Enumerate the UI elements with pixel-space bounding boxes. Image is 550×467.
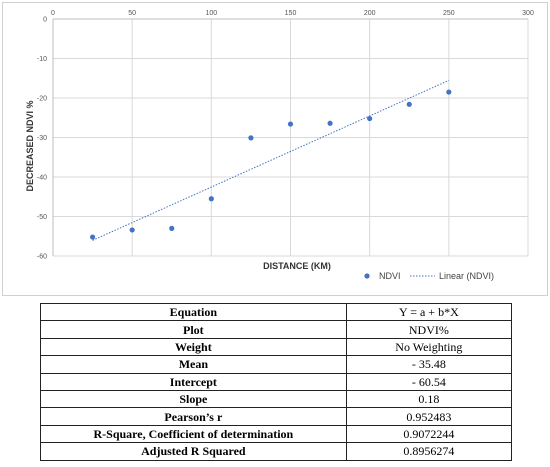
table-row: Pearson’s r 0.952483 <box>40 407 513 426</box>
table-value-cell: 0.9072244 <box>345 424 513 444</box>
y-tick-label: -60 <box>37 254 47 261</box>
legend-marker-ndvi <box>364 273 370 279</box>
table-label-cell: Mean <box>40 355 347 374</box>
table-label-cell: R-Square, Coefficient of determination <box>40 424 347 444</box>
tick-labels: 0 50 100 150 200 250 300 0 -10 -20 -30 -40 -50 -60 <box>37 10 534 261</box>
table-row: Equation Y = a + b*X <box>40 302 513 322</box>
data-point <box>89 234 96 240</box>
grid-lines <box>53 19 529 257</box>
legend-label-linear: Linear (NDVI) <box>439 271 494 281</box>
data-point <box>406 101 412 107</box>
table-value-cell: 0.18 <box>345 389 513 409</box>
table-row: R-Square, Coefficient of determination 0.… <box>40 424 513 444</box>
table-value-cell: NDVI% <box>345 320 513 339</box>
table-label-cell: Adjusted R Squared <box>40 442 347 461</box>
statistics-table: Equation Y = a + b*X Plot NDVI% Weight No Wei… <box>40 302 513 461</box>
y-tick-label: -20 <box>37 96 47 103</box>
table-row: Intercept - 60.54 <box>40 372 513 391</box>
table-value-cell: Y = a + b*X <box>345 302 513 322</box>
data-point <box>367 115 373 122</box>
table-value-cell: 0.8956274 <box>345 442 513 461</box>
table-label-cell: Intercept <box>40 372 347 391</box>
table-row: Mean - 35.48 <box>40 355 513 374</box>
table-value-cell: No Weighting <box>345 337 513 357</box>
y-tick-label: -40 <box>37 175 47 182</box>
x-tick-label: 50 <box>128 10 136 17</box>
legend: NDVI Linear (NDVI) <box>364 271 494 281</box>
y-axis-title: DECREASED NDVI % <box>25 100 35 191</box>
axes <box>52 18 528 256</box>
trendline-layer <box>92 79 450 241</box>
trendline <box>92 79 450 241</box>
x-axis-title: DISTANCE (KM) <box>263 261 331 271</box>
y-tick-label: -30 <box>37 135 47 142</box>
data-point <box>129 227 135 233</box>
table-label-cell: Weight <box>40 337 347 357</box>
table-row: Slope 0.18 <box>40 389 513 409</box>
y-tick-label: -10 <box>37 56 47 63</box>
data-point <box>287 121 294 127</box>
table-value-cell: - 35.48 <box>345 355 513 374</box>
data-point <box>446 89 452 95</box>
x-tick-label: 0 <box>51 10 55 17</box>
data-points <box>89 89 452 240</box>
table-value-cell: - 60.54 <box>345 372 513 391</box>
table-label-cell: Slope <box>40 389 347 409</box>
data-point <box>208 196 214 202</box>
table-row: Plot NDVI% <box>40 320 513 339</box>
table-label-cell: Pearson’s r <box>40 407 347 426</box>
table-label-cell: Equation <box>40 302 347 322</box>
y-tick-label: -50 <box>37 214 47 221</box>
x-tick-label: 150 <box>285 10 297 17</box>
scatter-chart: 0 50 100 150 200 250 300 0 -10 -20 -30 -40 -50 -60 DE… <box>25 10 534 281</box>
x-tick-label: 200 <box>364 10 376 17</box>
data-point <box>327 120 333 126</box>
data-point <box>169 225 175 231</box>
x-tick-label: 100 <box>205 10 217 17</box>
data-point <box>248 135 254 141</box>
table-row: Weight No Weighting <box>40 337 513 357</box>
table-value-cell: 0.952483 <box>345 407 513 426</box>
y-tick-label: 0 <box>43 17 47 24</box>
legend-label-ndvi: NDVI <box>379 271 401 281</box>
chart-container: 0 50 100 150 200 250 300 0 -10 -20 -30 -40 -50 -60 DE… <box>2 2 548 296</box>
table-label-cell: Plot <box>40 320 347 339</box>
x-tick-label: 250 <box>443 10 455 17</box>
x-tick-label: 300 <box>522 10 534 17</box>
table-row: Adjusted R Squared 0.8956274 <box>40 442 513 461</box>
